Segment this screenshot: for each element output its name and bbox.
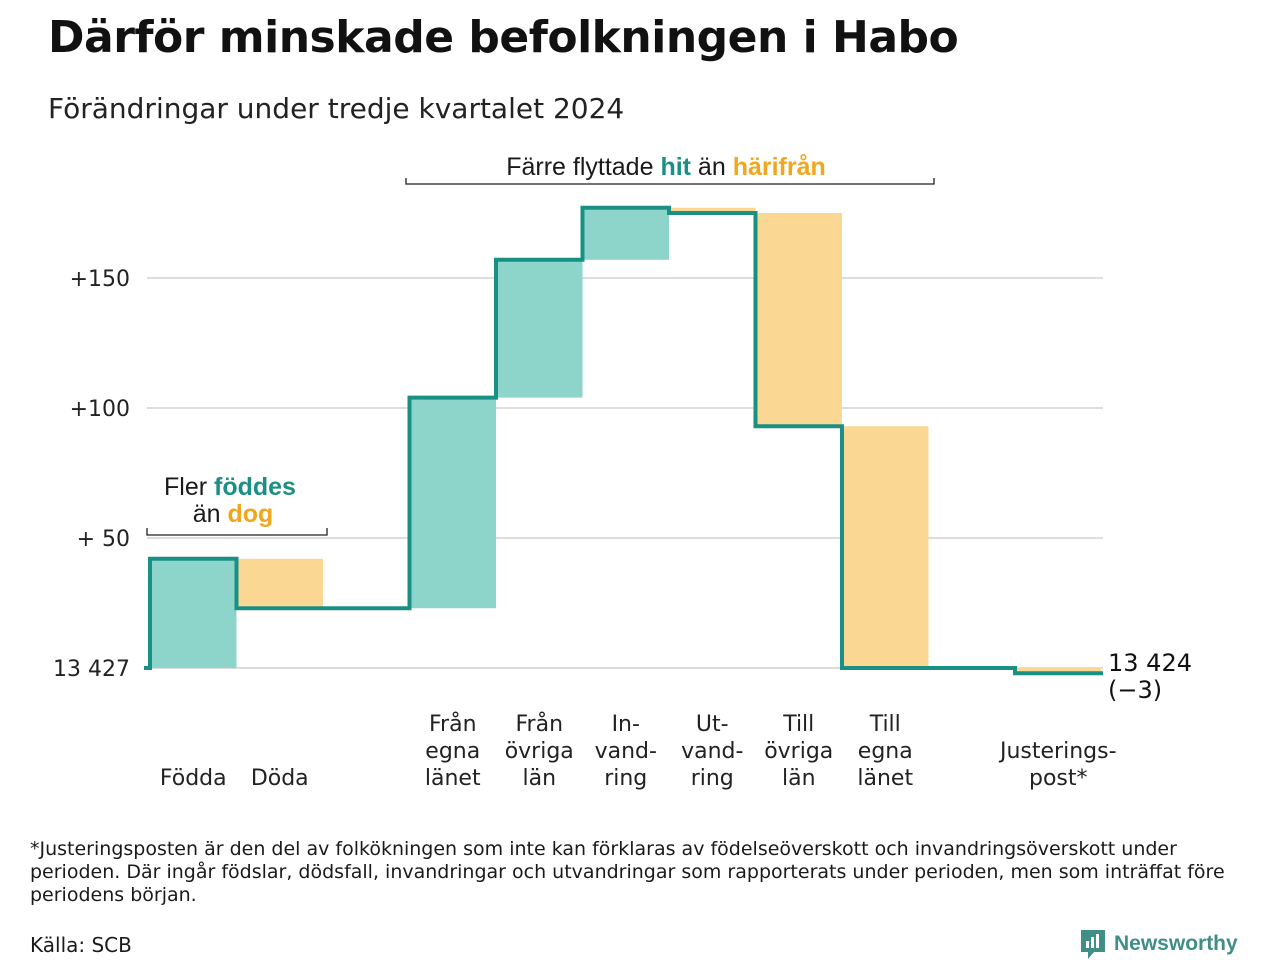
migration-annotation-text: Färre flyttade hit än härifrån xyxy=(506,153,826,181)
y-tick-label-2: +100 xyxy=(70,397,130,422)
births-annotation-bracket xyxy=(146,528,328,536)
category-labels: Födda Döda Från egna länet Från övriga län In-va… xyxy=(160,711,1117,791)
bar-justering xyxy=(1015,668,1102,674)
chart-title: Därför minskade befolkningen i Habo xyxy=(48,12,959,63)
newsworthy-chart-icon xyxy=(1081,930,1105,959)
source-label: Källa: SCB xyxy=(30,933,132,957)
category-label-till_ovriga: Till övriga län xyxy=(764,712,833,791)
category-label-utvandring: Ut-vand-ring xyxy=(681,712,743,791)
births-annotation: Fler föddes än dog xyxy=(146,473,328,536)
chart-subtitle: Förändringar under tredje kvartalet 2024 xyxy=(48,92,625,125)
bars xyxy=(150,207,1102,674)
category-label-till_egna: Till egna länet xyxy=(857,712,913,791)
y-tick-label-1: + 50 xyxy=(77,527,130,552)
category-label-fodda: Födda xyxy=(160,766,227,791)
y-tick-label-3: +150 xyxy=(70,267,130,292)
bar-invandring xyxy=(582,207,669,260)
bar-till_ovriga xyxy=(755,213,842,427)
waterfall-chart: 13 427 + 50 +100 +150 Födda Döda Från egna läne… xyxy=(53,153,1192,791)
footnote: *Justeringsposten är den del av folkökni… xyxy=(30,838,1225,906)
bar-fodda xyxy=(150,558,237,668)
end-value-label: 13 424 xyxy=(1108,649,1192,677)
category-label-fran_ovriga: Från övriga län xyxy=(505,711,574,791)
step-line-layer xyxy=(144,205,1103,676)
migration-annotation-bracket xyxy=(405,178,935,185)
cumulative-step-line xyxy=(144,205,1103,676)
bar-doda xyxy=(236,558,323,609)
bar-fran_ovriga xyxy=(496,259,583,398)
end-change-label: (−3) xyxy=(1108,676,1162,704)
y-axis-ticks: 13 427 + 50 +100 +150 xyxy=(53,267,130,682)
bar-till_egna xyxy=(842,426,929,668)
bar-fran_egna xyxy=(409,397,496,609)
brand-name: Newsworthy xyxy=(1114,932,1238,955)
bar-utvandring xyxy=(669,207,756,213)
category-label-doda: Döda xyxy=(251,766,309,791)
category-label-invandring: In-vand-ring xyxy=(595,712,657,791)
brand-logo: Newsworthy xyxy=(1080,928,1238,960)
migration-annotation: Färre flyttade hit än härifrån xyxy=(405,153,935,185)
category-label-fran_egna: Från egna länet xyxy=(425,711,481,791)
births-annotation-line1: Fler föddes xyxy=(164,473,296,501)
births-annotation-line2: än dog xyxy=(193,500,274,528)
y-tick-label-0: 13 427 xyxy=(53,657,130,682)
category-label-justering: Justerings-post* xyxy=(998,739,1117,791)
